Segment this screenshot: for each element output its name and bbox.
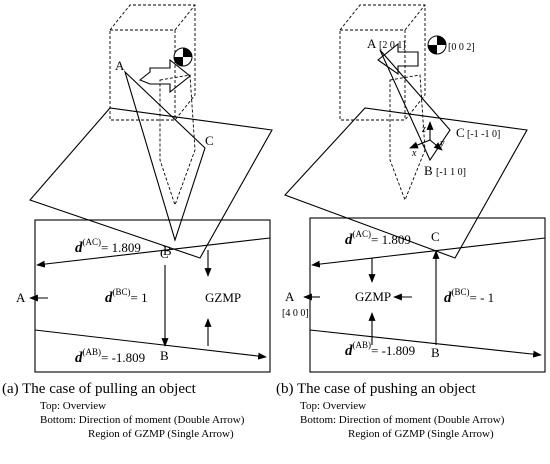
label: B (431, 345, 440, 360)
note: Top: Overview (40, 400, 106, 412)
value: = -1.809 (101, 350, 145, 365)
note: Top: Overview (300, 400, 366, 412)
label: C (431, 229, 440, 244)
note: Region of GZMP (Single Arrow) (88, 428, 234, 440)
caption: (b) The case of pushing an object (276, 381, 476, 397)
label: [2 0 1] (379, 40, 406, 51)
value: = 1.809 (371, 232, 411, 247)
label: A (115, 58, 125, 73)
superscript: (BC) (113, 287, 131, 297)
label: B (160, 348, 169, 363)
shape (35, 330, 266, 357)
shape: d(BC)= 1 (105, 287, 148, 306)
label: GZMP (205, 290, 241, 305)
captions: (a) The case of pulling an object Top: O… (2, 381, 505, 440)
shape: d(AC)= 1.809 (75, 237, 141, 256)
label: z (421, 124, 426, 135)
shape (410, 140, 430, 148)
superscript: (AC) (83, 237, 102, 247)
note: Bottom: Direction of moment (Double Arro… (300, 414, 505, 426)
label: x (411, 148, 417, 159)
value: = 1.809 (101, 240, 141, 255)
label: [-1 -1 0] (467, 129, 500, 140)
superscript: (BC) (452, 287, 470, 297)
superscript: (AC) (353, 229, 372, 239)
shape: d(BC)= - 1 (444, 287, 494, 306)
shape: d(AB)= -1.809 (75, 347, 145, 366)
value: = -1.809 (371, 343, 415, 358)
shape: d(AB)= -1.809 (345, 340, 415, 359)
shape (160, 75, 195, 205)
left-bottom: d(AC)= 1.809 C d(BC)= 1 GZMP A d(AB)= -1… (16, 220, 270, 372)
label: B (424, 163, 433, 178)
value: = - 1 (470, 290, 495, 305)
label: A (16, 290, 26, 305)
note: Bottom: Direction of moment (Double Arro… (40, 414, 245, 426)
label: [0 0 2] (448, 42, 475, 53)
label: GZMP (355, 289, 391, 304)
right-top: A [2 0 1] [0 0 2] C [-1 -1 0] B [-1 1 0]… (285, 5, 527, 258)
right-bottom: d(AC)= 1.809 C A [4 0 0] GZMP d(BC)= - 1… (282, 218, 545, 372)
label: [-1 1 0] (436, 167, 466, 178)
label: C (456, 125, 465, 140)
superscript: (AB) (353, 340, 372, 350)
label: y (439, 138, 445, 149)
caption: (a) The case of pulling an object (2, 381, 197, 397)
shape: d(AC)= 1.809 (345, 229, 411, 248)
label: A (285, 289, 295, 304)
label: C (205, 133, 214, 148)
label: C (160, 246, 169, 261)
figure: A C B A [2 0 1] [0 0 2] C [-1 -1 0] B [-… (0, 0, 550, 464)
note: Region of GZMP (Single Arrow) (348, 428, 494, 440)
superscript: (AB) (83, 347, 102, 357)
label: [4 0 0] (282, 308, 309, 319)
label: A (367, 36, 377, 51)
shape (30, 108, 272, 258)
value: = 1 (131, 290, 148, 305)
